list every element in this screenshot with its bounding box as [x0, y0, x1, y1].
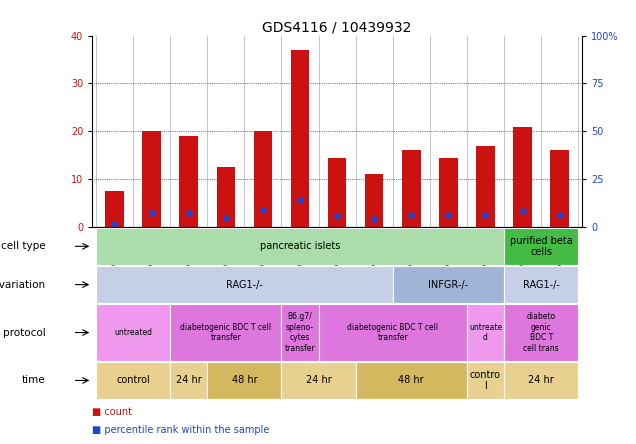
Point	[443, 211, 453, 218]
Bar	[402, 151, 420, 227]
Bar	[467, 362, 504, 399]
Bar	[254, 131, 272, 227]
Text: 48 hr: 48 hr	[399, 376, 424, 385]
Text: INFGR-/-: INFGR-/-	[428, 280, 469, 289]
Bar	[467, 305, 504, 361]
Text: genotype/variation: genotype/variation	[0, 280, 46, 289]
Bar	[96, 266, 393, 303]
Text: 24 hr: 24 hr	[529, 376, 554, 385]
Text: pancreatic islets: pancreatic islets	[259, 241, 340, 251]
Bar	[356, 362, 467, 399]
Text: time: time	[22, 376, 46, 385]
Point	[295, 197, 305, 204]
Bar	[550, 151, 569, 227]
Point	[109, 221, 120, 228]
Bar	[504, 227, 578, 265]
Point	[146, 209, 156, 216]
Bar	[504, 362, 578, 399]
Bar	[504, 305, 578, 361]
Bar	[504, 266, 578, 303]
Point	[332, 212, 342, 219]
Bar	[291, 50, 309, 227]
Bar	[439, 158, 458, 227]
Bar	[513, 127, 532, 227]
Text: diabeto
genic
BDC T
cell trans: diabeto genic BDC T cell trans	[523, 313, 559, 353]
Point	[518, 207, 528, 214]
Title: GDS4116 / 10439932: GDS4116 / 10439932	[263, 20, 411, 34]
Text: ■ count: ■ count	[92, 407, 132, 417]
Bar	[476, 146, 495, 227]
Text: untreated: untreated	[114, 328, 152, 337]
Bar	[105, 191, 124, 227]
Text: cell type: cell type	[1, 241, 46, 251]
Text: untreate
d: untreate d	[469, 323, 502, 342]
Bar	[393, 266, 504, 303]
Point	[480, 211, 490, 218]
Text: diabetogenic BDC T cell
transfer: diabetogenic BDC T cell transfer	[180, 323, 272, 342]
Bar	[207, 362, 282, 399]
Text: RAG1-/-: RAG1-/-	[226, 280, 263, 289]
Bar	[170, 305, 282, 361]
Bar	[142, 131, 161, 227]
Bar	[179, 136, 198, 227]
Text: ■ percentile rank within the sample: ■ percentile rank within the sample	[92, 425, 270, 435]
Point	[555, 211, 565, 218]
Text: purified beta
cells: purified beta cells	[510, 235, 572, 257]
Bar	[170, 362, 207, 399]
Point	[184, 209, 194, 216]
Bar	[328, 158, 347, 227]
Bar	[319, 305, 467, 361]
Bar	[96, 227, 504, 265]
Text: control: control	[116, 376, 150, 385]
Text: B6.g7/
spleno-
cytes
transfer: B6.g7/ spleno- cytes transfer	[285, 313, 315, 353]
Bar	[282, 305, 319, 361]
Text: RAG1-/-: RAG1-/-	[523, 280, 560, 289]
Bar	[96, 305, 170, 361]
Text: diabetogenic BDC T cell
transfer: diabetogenic BDC T cell transfer	[347, 323, 438, 342]
Text: contro
l: contro l	[470, 370, 501, 391]
Point	[258, 206, 268, 214]
Point	[369, 215, 379, 222]
Text: 24 hr: 24 hr	[306, 376, 331, 385]
Bar	[282, 362, 356, 399]
Text: protocol: protocol	[3, 328, 46, 337]
Bar	[216, 167, 235, 227]
Point	[221, 214, 231, 221]
Text: 24 hr: 24 hr	[176, 376, 202, 385]
Point	[406, 211, 417, 218]
Bar	[365, 174, 384, 227]
Bar	[96, 362, 170, 399]
Text: 48 hr: 48 hr	[232, 376, 257, 385]
